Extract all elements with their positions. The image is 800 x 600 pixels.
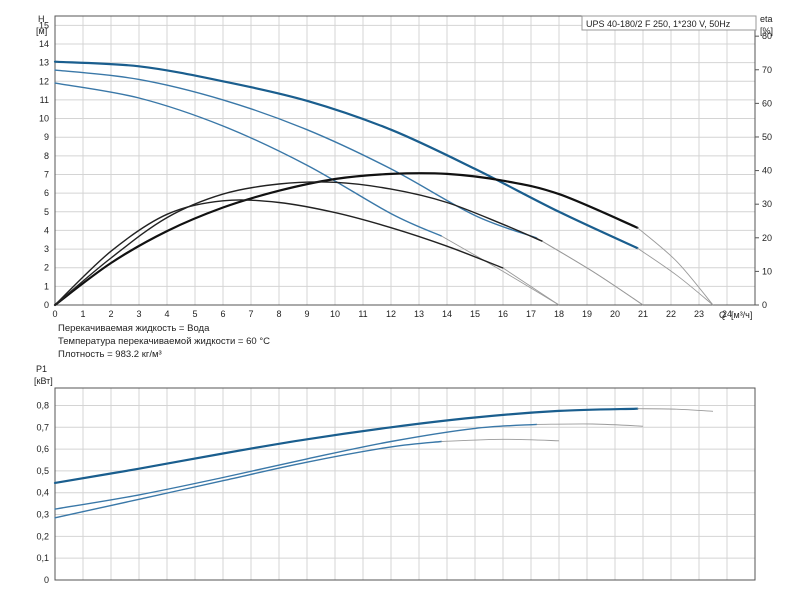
p1-tick-label: 0,2	[36, 531, 49, 541]
power-curve	[54, 440, 443, 519]
q-tick-label: 3	[136, 309, 141, 319]
q-axis-letter: Q	[719, 310, 726, 320]
head-curve-extension	[441, 235, 560, 306]
q-tick-label: 11	[358, 309, 367, 319]
q-axis-unit: [м³/ч]	[731, 310, 752, 320]
q-tick-label: 8	[276, 309, 281, 319]
power-curve-extension	[536, 423, 644, 427]
eta-tick-label: 80	[762, 31, 772, 41]
head-curve-extension	[536, 237, 644, 306]
h-axis-unit: [м]	[36, 26, 47, 36]
head-curve	[53, 60, 639, 250]
h-tick-label: 5	[44, 207, 49, 217]
eta-tick-label: 30	[762, 199, 772, 209]
q-tick-label: 12	[386, 309, 396, 319]
q-tick-label: 14	[442, 309, 452, 319]
h-axis-label: H	[38, 14, 45, 24]
h-tick-label: 4	[44, 225, 49, 235]
q-tick-label: 24	[722, 309, 732, 319]
head-curve	[54, 82, 443, 237]
q-tick-label: 1	[80, 309, 85, 319]
q-tick-label: 18	[554, 309, 564, 319]
q-tick-label: 23	[694, 309, 704, 319]
eta-tick-label: 40	[762, 166, 772, 176]
chart-marks	[53, 60, 714, 519]
h-tick-label: 10	[39, 114, 49, 124]
efficiency-curve-extension	[637, 227, 714, 306]
eta-tick-label: 0	[762, 300, 767, 310]
head-curve-extension	[637, 247, 714, 306]
p1-tick-label: 0,5	[36, 466, 49, 476]
q-tick-label: 9	[304, 309, 309, 319]
h-tick-label: 12	[39, 76, 49, 86]
h-tick-label: 13	[39, 58, 49, 68]
h-tick-label: 1	[44, 281, 49, 291]
h-tick-label: 7	[44, 169, 49, 179]
power-curve	[54, 423, 538, 510]
note-liquid: Перекачиваемая жидкость = Вода	[58, 323, 210, 334]
note-density: Плотность = 983.2 кг/м³	[58, 349, 162, 360]
note-temperature: Температура перекачиваемой жидкости = 60…	[58, 336, 270, 347]
h-tick-label: 0	[44, 300, 49, 310]
p1-tick-label: 0	[44, 575, 49, 585]
efficiency-curve	[54, 181, 543, 306]
h-tick-label: 8	[44, 151, 49, 161]
power-chart-frame	[54, 387, 756, 581]
q-tick-label: 21	[638, 309, 648, 319]
power-curve	[53, 407, 639, 484]
q-tick-label: 15	[470, 309, 480, 319]
p1-tick-label: 0,8	[36, 400, 49, 410]
eta-tick-label: 70	[762, 65, 772, 75]
q-tick-label: 17	[526, 309, 536, 319]
q-tick-label: 5	[192, 309, 197, 319]
p1-axis-unit: [кВт]	[34, 376, 53, 386]
h-tick-label: 9	[44, 132, 49, 142]
h-tick-label: 2	[44, 263, 49, 273]
eta-axis-label: eta	[760, 14, 773, 24]
power-curve-extension	[441, 438, 560, 442]
q-tick-label: 16	[498, 309, 508, 319]
head-chart-grid: 0 1 2 3 4 5 6 7 8 9 10 11 12 13 14 15 16 17 18 19 20 21 22 23 24…	[39, 15, 772, 319]
chart-title: UPS 40-180/2 F 250, 1*230 V, 50Hz	[586, 19, 731, 29]
head-chart-frame	[54, 15, 756, 306]
q-tick-label: 22	[666, 309, 676, 319]
q-tick-label: 6	[220, 309, 225, 319]
q-tick-label: 4	[164, 309, 169, 319]
power-chart-grid: 0 0,1 0,2 0,3 0,4 0,5 0,6 0,7 0,8	[36, 387, 756, 585]
eta-tick-label: 50	[762, 132, 772, 142]
q-tick-label: 0	[52, 309, 57, 319]
title-box	[581, 15, 757, 31]
eta-tick-label: 60	[762, 98, 772, 108]
p1-tick-label: 0,4	[36, 488, 49, 498]
q-tick-label: 7	[248, 309, 253, 319]
efficiency-curve-extension	[502, 267, 560, 306]
p1-axis-label: P1	[36, 364, 47, 374]
p1-tick-label: 0,3	[36, 510, 49, 520]
h-tick-label: 15	[39, 20, 49, 30]
eta-tick-label: 10	[762, 266, 772, 276]
efficiency-curve	[53, 172, 639, 307]
q-tick-label: 2	[108, 309, 113, 319]
efficiency-curve-extension	[541, 240, 644, 306]
head-curve	[54, 69, 538, 239]
p1-tick-label: 0,7	[36, 422, 49, 432]
h-tick-label: 11	[40, 95, 49, 105]
h-tick-label: 14	[39, 39, 49, 49]
power-curve-extension	[637, 408, 714, 412]
h-tick-label: 6	[44, 188, 49, 198]
eta-tick-label: 20	[762, 233, 772, 243]
h-tick-label: 3	[44, 244, 49, 254]
q-tick-label: 19	[582, 309, 592, 319]
eta-axis-unit: [%]	[760, 26, 773, 36]
q-tick-label: 20	[610, 309, 620, 319]
efficiency-curve	[54, 199, 504, 306]
p1-tick-label: 0,1	[36, 553, 49, 563]
p1-tick-label: 0,6	[36, 444, 49, 454]
q-tick-label: 13	[414, 309, 424, 319]
q-tick-label: 10	[330, 309, 340, 319]
